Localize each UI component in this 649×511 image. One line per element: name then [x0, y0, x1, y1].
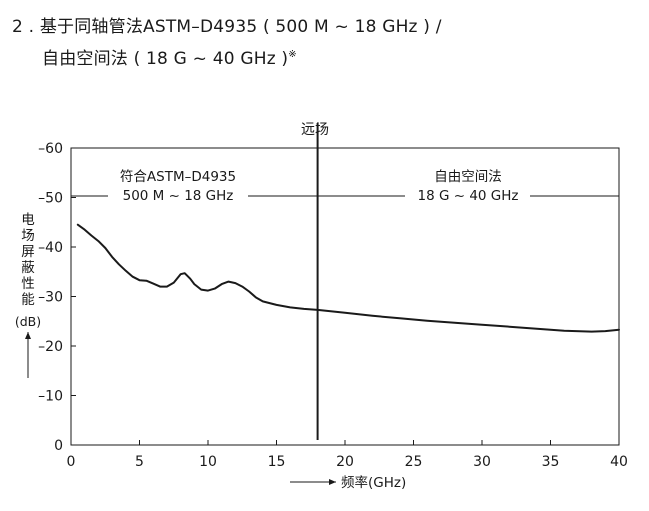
heading-line-2-text: 自由空间法 ( 18 G ~ 40 GHz )	[42, 49, 289, 69]
region-right-label-1: 自由空间法	[434, 169, 502, 185]
y-tick-label: 0	[54, 438, 63, 454]
x-tick-label: 20	[336, 454, 354, 470]
x-tick-label: 35	[542, 454, 560, 470]
y-axis-ticks: 0 –10 –20 –30 –40 –50 –60	[38, 141, 76, 454]
y-tick-label: –30	[38, 290, 63, 306]
y-axis-label: 电场屏蔽性能	[21, 212, 35, 308]
heading-line-1: 2 . 基于同轴管法ASTM–D4935 ( 500 M ~ 18 GHz ) …	[12, 17, 442, 37]
note-mark: ※	[288, 49, 297, 60]
x-tick-label: 15	[268, 454, 286, 470]
y-tick-label: –40	[38, 240, 63, 256]
x-axis-ticks: 0 5 10 15 20 25 30 35 40	[67, 440, 628, 470]
y-axis-unit: (dB)	[15, 314, 41, 329]
heading-line-2: 自由空间法 ( 18 G ~ 40 GHz )※	[42, 44, 297, 69]
y-tick-label: –50	[38, 191, 63, 207]
x-tick-label: 30	[473, 454, 491, 470]
x-tick-label: 10	[199, 454, 217, 470]
region-left-label-1: 符合ASTM–D4935	[120, 169, 236, 185]
chart-title: 远场	[301, 122, 329, 138]
region-left-label-2: 500 M ~ 18 GHz	[123, 188, 234, 204]
x-axis-label: 频率(GHz)	[341, 474, 406, 491]
series-line	[76, 223, 620, 333]
y-tick-label: –20	[38, 339, 63, 355]
y-tick-label: –10	[38, 389, 63, 405]
x-tick-label: 0	[67, 454, 76, 470]
x-tick-label: 5	[135, 454, 144, 470]
y-tick-label: –60	[38, 141, 63, 157]
x-tick-label: 40	[610, 454, 628, 470]
x-tick-label: 25	[405, 454, 423, 470]
region-right-label-2: 18 G ~ 40 GHz	[418, 188, 519, 204]
